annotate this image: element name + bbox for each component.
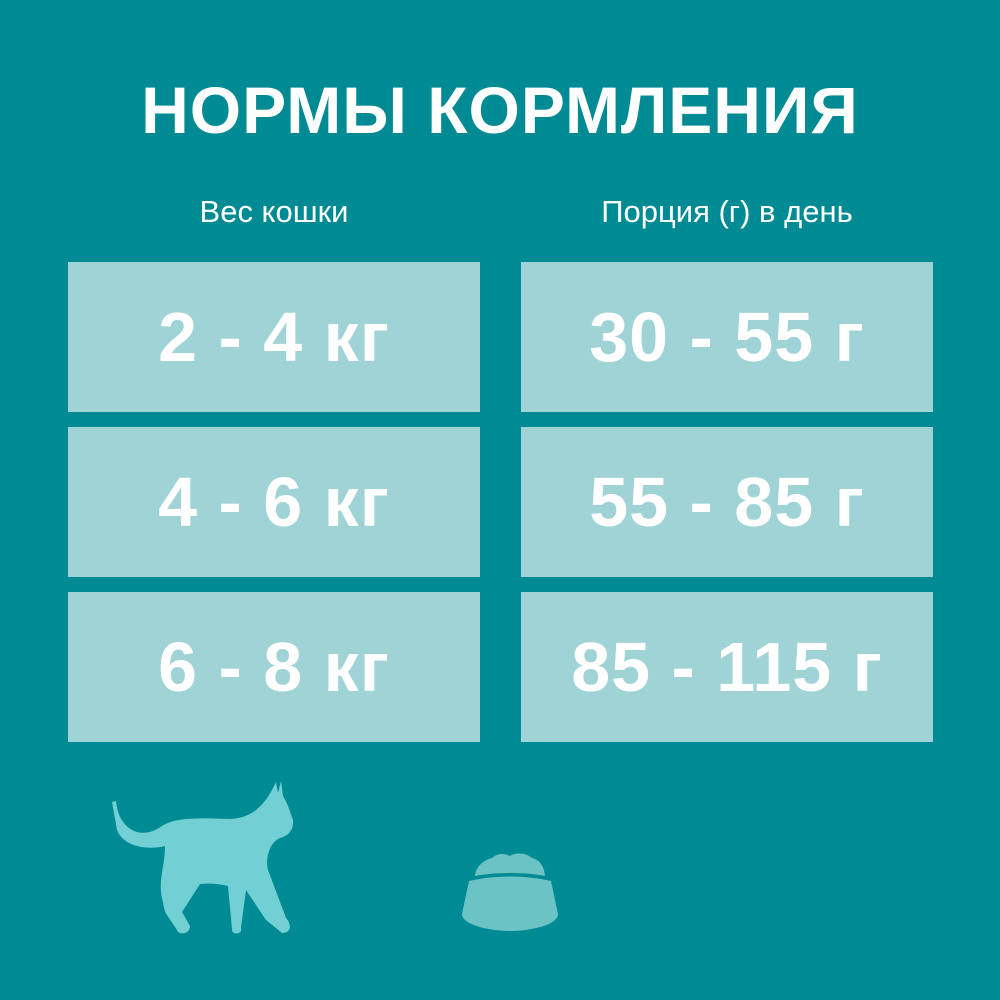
column-header-weight: Вес кошки — [199, 194, 349, 229]
cat-silhouette-icon — [112, 781, 294, 934]
weight-cell: 6 - 8 кг — [68, 592, 480, 742]
food-bowl-icon — [462, 853, 558, 931]
weight-cell: 4 - 6 кг — [68, 427, 480, 577]
weight-cell: 2 - 4 кг — [68, 262, 480, 412]
portion-cell: 30 - 55 г — [521, 262, 933, 412]
portion-cell: 85 - 115 г — [521, 592, 933, 742]
page-title: НОРМЫ КОРМЛЕНИЯ — [141, 73, 859, 147]
column-header-portion: Порция (г) в день — [601, 194, 853, 229]
portion-cell: 55 - 85 г — [521, 427, 933, 577]
